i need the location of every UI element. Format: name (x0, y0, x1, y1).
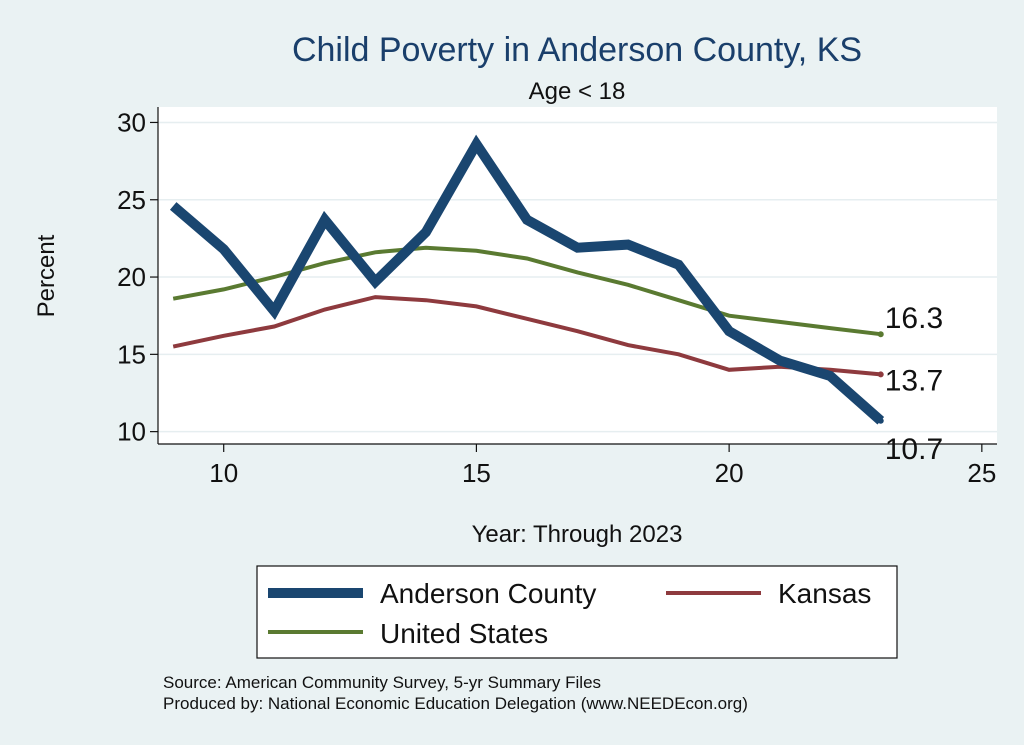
x-tick-label: 15 (462, 458, 491, 488)
legend: Anderson County Kansas United States (256, 565, 898, 659)
y-tick-label: 30 (117, 107, 146, 137)
chart-title: Child Poverty in Anderson County, KS (292, 31, 862, 69)
legend-box (256, 565, 898, 659)
legend-label-anderson-county: Anderson County (380, 578, 596, 609)
series-line-kansas (172, 295, 881, 377)
y-tick-label: 25 (117, 185, 146, 215)
x-axis-label: Year: Through 2023 (472, 521, 683, 548)
end-label-anderson-county: 10.7 (885, 433, 943, 466)
gridlines (158, 121, 997, 433)
legend-label-united-states: United States (380, 618, 548, 649)
data-point-kansas (877, 371, 884, 378)
chart-subtitle: Age < 18 (529, 78, 626, 105)
y-tick-label: 15 (117, 339, 146, 369)
end-labels: 13.7 16.3 10.7 (885, 302, 943, 466)
y-tick-label: 10 (117, 417, 146, 447)
end-label-kansas: 13.7 (885, 364, 943, 397)
y-axis-label: Percent (33, 234, 60, 317)
x-tick-label: 10 (209, 458, 238, 488)
source-note: Source: American Community Survey, 5-yr … (163, 673, 601, 692)
series-line-anderson-county (169, 134, 885, 425)
data-point-united-states (877, 331, 884, 338)
x-tick-label: 20 (715, 458, 744, 488)
x-tick-label: 25 (967, 458, 996, 488)
axes: 10 15 20 25 30 10 15 20 25 (117, 107, 997, 488)
series-lines (169, 134, 885, 425)
y-tick-label: 20 (117, 262, 146, 292)
legend-label-kansas: Kansas (778, 578, 871, 609)
producer-note: Produced by: National Economic Education… (163, 694, 748, 713)
data-point-anderson-county (877, 417, 884, 424)
end-label-united-states: 16.3 (885, 302, 943, 335)
